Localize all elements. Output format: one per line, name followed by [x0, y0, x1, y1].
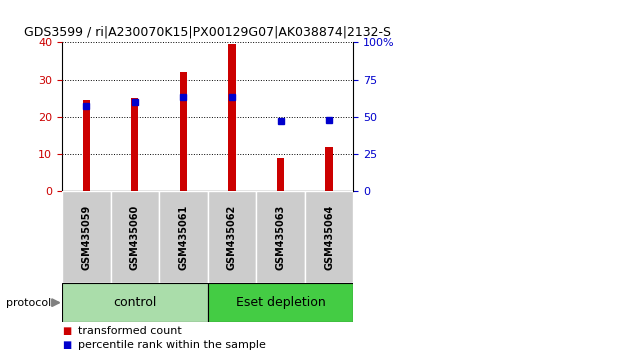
Text: GSM435062: GSM435062 [227, 205, 237, 270]
Bar [305, 191, 353, 283]
Bar [208, 283, 353, 322]
Text: GSM435059: GSM435059 [81, 205, 91, 270]
Bar [110, 191, 159, 283]
Bar [159, 191, 208, 283]
Text: percentile rank within the sample: percentile rank within the sample [78, 340, 265, 350]
Bar [277, 159, 284, 191]
Bar [208, 191, 256, 283]
Bar [180, 72, 187, 191]
Text: ■: ■ [62, 326, 71, 336]
Text: transformed count: transformed count [78, 326, 181, 336]
Bar [131, 98, 138, 191]
Text: ■: ■ [62, 340, 71, 350]
Bar [326, 147, 333, 191]
Bar [62, 191, 110, 283]
Text: Eset depletion: Eset depletion [236, 296, 326, 309]
Text: protocol: protocol [6, 298, 51, 308]
Bar [62, 283, 208, 322]
Text: GSM435064: GSM435064 [324, 205, 334, 270]
Text: GSM435061: GSM435061 [179, 205, 188, 270]
Text: GSM435063: GSM435063 [275, 205, 286, 270]
Bar [256, 191, 305, 283]
Text: control: control [113, 296, 156, 309]
Title: GDS3599 / ri|A230070K15|PX00129G07|AK038874|2132-S: GDS3599 / ri|A230070K15|PX00129G07|AK038… [24, 25, 391, 39]
Bar [228, 44, 236, 191]
Bar [82, 100, 90, 191]
Text: GSM435060: GSM435060 [130, 205, 140, 270]
